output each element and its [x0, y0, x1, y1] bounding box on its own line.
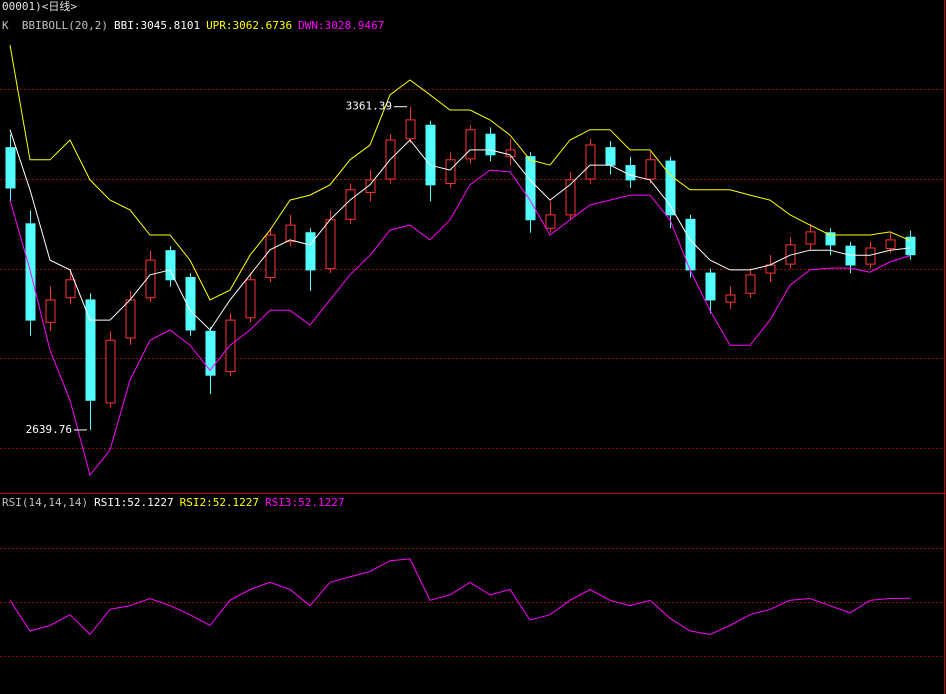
candle-body — [625, 165, 636, 181]
candle-body — [45, 299, 56, 323]
candle-body — [345, 189, 356, 220]
candle-body — [545, 214, 556, 229]
candle-body — [665, 160, 676, 216]
legend: RSI(14,14,14) RSI1:52.1227 RSI2:52.1227 RSI… — [2, 496, 351, 509]
candle-body — [885, 239, 896, 249]
candle-body — [805, 231, 816, 245]
candle-body — [645, 159, 656, 180]
candle-body — [765, 264, 776, 274]
candle-body — [705, 272, 716, 301]
candle-body — [865, 247, 876, 265]
candle-body — [285, 224, 296, 243]
legend-entry: RSI3:52.1227 — [265, 496, 345, 509]
candle-body — [5, 147, 16, 189]
candle-body — [505, 149, 516, 158]
legend-entry: RSI1:52.1227 — [94, 496, 174, 509]
candle-body — [465, 129, 476, 160]
candle-body — [905, 236, 916, 256]
candle-body — [425, 124, 436, 186]
candle-body — [165, 250, 176, 281]
candle-body — [265, 234, 276, 279]
legend-entry: DWN:3028.9467 — [298, 19, 385, 32]
candle-body — [185, 277, 196, 331]
candle-body — [565, 179, 576, 216]
candle-body — [205, 330, 216, 376]
candle-body — [825, 232, 836, 246]
candle-body — [145, 259, 156, 299]
header-title: 00001)<日线> — [2, 0, 77, 13]
candle-body — [65, 279, 76, 299]
candle-body — [405, 119, 416, 140]
candle-body — [485, 133, 496, 156]
candle-body — [585, 144, 596, 180]
candle-body — [305, 232, 316, 271]
candle-body — [725, 294, 736, 303]
legend-entry: BBI:3045.8101 — [113, 19, 201, 32]
legend-title: K BBIBOLL(20,2) — [2, 19, 108, 32]
line — [9, 558, 911, 636]
legend: K BBIBOLL(20,2) BBI:3045.8101 UPR:3062.673… — [2, 19, 390, 32]
high-annotation: 3361.39 — [346, 100, 392, 113]
candle-body — [225, 319, 236, 373]
candle-body — [325, 219, 336, 270]
candle-body — [605, 147, 616, 166]
line — [9, 169, 911, 477]
legend-entry: RSI2:52.1227 — [179, 496, 260, 509]
candle-body — [445, 159, 456, 184]
candle-body — [785, 244, 796, 265]
candle-body — [525, 156, 536, 221]
line — [9, 129, 911, 331]
candle-body — [365, 179, 376, 193]
candle-body — [85, 299, 96, 401]
legend-entry: UPR:3062.6736 — [206, 19, 293, 32]
low-annotation: 2639.76 — [26, 423, 72, 436]
candle-body — [745, 274, 756, 294]
candle-body — [105, 339, 116, 404]
line — [9, 45, 911, 301]
candle-body — [245, 279, 256, 319]
candle-body — [125, 299, 136, 339]
legend-title: RSI(14,14,14) — [2, 496, 89, 509]
